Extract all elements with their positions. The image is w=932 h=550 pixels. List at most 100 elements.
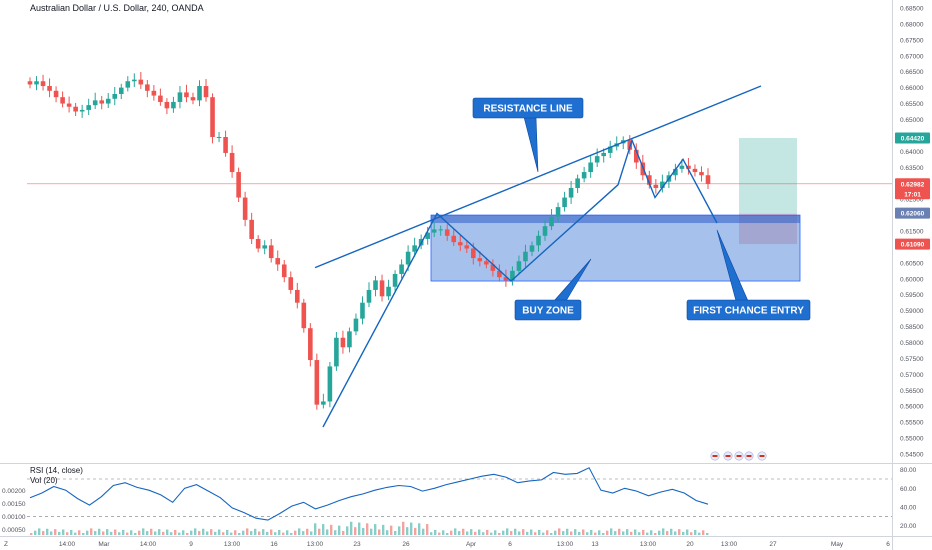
- candle-body: [340, 337, 346, 348]
- volume-bar: [290, 533, 293, 535]
- volume-bar: [34, 530, 37, 535]
- volume-bar: [298, 528, 301, 535]
- volume-bar: [494, 530, 497, 535]
- volume-bar: [222, 532, 225, 535]
- volume-bar: [606, 530, 609, 535]
- candle-body: [471, 248, 476, 259]
- volume-bar: [646, 532, 649, 535]
- candle-body: [138, 79, 144, 85]
- volume-bar: [446, 533, 449, 535]
- event-flag-stripe: [725, 455, 731, 457]
- candle-body: [27, 81, 33, 85]
- buyzone-callout-box: [514, 299, 582, 321]
- time-tick-label: 13:00: [307, 541, 324, 548]
- volume-bar: [82, 533, 85, 535]
- price-tick-label: 0.60500: [900, 260, 924, 267]
- volume-bar: [138, 530, 141, 535]
- candle-body: [588, 162, 593, 173]
- candle-body: [308, 328, 313, 361]
- candle-body: [294, 289, 300, 303]
- volume-bar: [234, 530, 237, 535]
- candle-body: [425, 232, 430, 239]
- volume-tick-label: 0.00100: [2, 514, 26, 521]
- candle-body: [699, 172, 704, 176]
- volume-bar: [262, 529, 265, 535]
- volume-bar: [414, 527, 417, 535]
- candle-body: [190, 97, 196, 101]
- price-tick-label: 0.65000: [900, 117, 924, 124]
- time-tick-label: 23: [353, 541, 361, 548]
- candle-body: [412, 245, 417, 252]
- volume-bar: [282, 532, 285, 535]
- candle-body: [386, 286, 391, 297]
- candle-body: [562, 197, 567, 208]
- time-tick-label: 27: [769, 541, 777, 548]
- candle-body: [484, 261, 489, 265]
- volume-bar: [638, 532, 641, 535]
- candle-body: [151, 90, 157, 96]
- volume-bar: [578, 531, 581, 535]
- candle-body: [431, 229, 437, 233]
- volume-bar: [42, 531, 45, 535]
- candle-body: [223, 137, 228, 153]
- candle-body: [249, 219, 254, 239]
- candle-body: [673, 168, 678, 176]
- volume-bar: [370, 528, 373, 535]
- price-label-bg: [895, 188, 930, 200]
- candle-body: [334, 337, 339, 367]
- volume-bar: [698, 532, 701, 535]
- candle-body: [47, 86, 52, 91]
- candle-body: [457, 242, 463, 246]
- volume-bar: [134, 533, 137, 535]
- price-label-current: 0.62982: [901, 181, 925, 188]
- candle-body: [40, 81, 46, 87]
- volume-bar: [582, 529, 585, 535]
- price-tick-label: 0.61500: [900, 229, 924, 236]
- volume-bar: [442, 530, 445, 535]
- volume-bar: [194, 528, 197, 535]
- candle-body: [653, 184, 659, 188]
- candle-body: [660, 181, 665, 188]
- volume-bar: [454, 528, 457, 535]
- volume-bar: [86, 530, 89, 535]
- volume-bar: [470, 529, 473, 535]
- volume-bar: [566, 528, 569, 535]
- rsi-label: RSI (14, close): [30, 466, 83, 475]
- volume-bar: [206, 531, 209, 535]
- corner-label: Z: [4, 541, 8, 548]
- price-tick-label: 0.57000: [900, 372, 924, 379]
- volume-bar: [350, 521, 353, 535]
- candle-body: [262, 245, 267, 249]
- time-tick-label: 26: [402, 541, 410, 548]
- volume-bar: [162, 531, 165, 535]
- volume-bar: [490, 532, 493, 535]
- candle-body: [177, 92, 183, 102]
- time-tick-label: 13:00: [557, 541, 574, 548]
- candle-body: [594, 156, 600, 163]
- candle-body: [399, 264, 404, 275]
- volume-bar: [158, 529, 161, 535]
- candle-body: [184, 92, 189, 98]
- buy-zone-rect: [430, 214, 801, 282]
- price-label-bg: [895, 132, 930, 144]
- entry-callout-text: FIRST CHANCE ENTRY: [693, 306, 804, 317]
- volume-bar: [390, 525, 393, 535]
- price-tick-label: 0.62500: [900, 197, 924, 204]
- volume-bar: [506, 528, 509, 535]
- price-tick-label: 0.59000: [900, 308, 924, 315]
- time-tick-label: 13:00: [640, 541, 657, 548]
- volume-bar: [590, 529, 593, 535]
- candle-body: [464, 245, 470, 249]
- volume-bar: [610, 528, 613, 535]
- volume-bar: [366, 523, 369, 535]
- volume-bar: [78, 530, 81, 535]
- rsi-panel: 80.00 60.00 40.00 20.00 0.00200 0.00150 0.0010…: [2, 467, 917, 534]
- volume-bars: [30, 521, 709, 535]
- price-label-stop: 0.61090: [901, 242, 925, 249]
- price-tick-label: 0.66000: [900, 85, 924, 92]
- volume-bar: [306, 528, 309, 535]
- time-tick-label: 9: [189, 541, 193, 548]
- volume-bar: [238, 533, 241, 535]
- rsi-tick-label: 40.00: [900, 505, 917, 512]
